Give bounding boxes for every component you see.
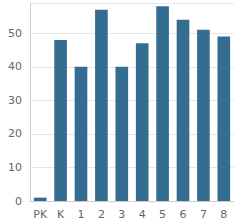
svg-text:40: 40 xyxy=(8,60,22,73)
svg-text:4: 4 xyxy=(139,208,146,220)
svg-text:2: 2 xyxy=(98,208,105,220)
svg-text:50: 50 xyxy=(8,27,22,40)
svg-text:8: 8 xyxy=(220,208,227,220)
svg-text:0: 0 xyxy=(15,195,22,208)
svg-text:1: 1 xyxy=(78,208,85,220)
svg-text:7: 7 xyxy=(200,208,207,220)
svg-text:3: 3 xyxy=(118,208,125,220)
svg-text:PK: PK xyxy=(33,208,48,220)
svg-text:6: 6 xyxy=(180,208,187,220)
svg-text:20: 20 xyxy=(8,127,22,140)
svg-text:30: 30 xyxy=(8,94,22,107)
svg-text:5: 5 xyxy=(159,208,166,220)
svg-text:10: 10 xyxy=(8,161,22,174)
svg-text:K: K xyxy=(57,208,65,220)
